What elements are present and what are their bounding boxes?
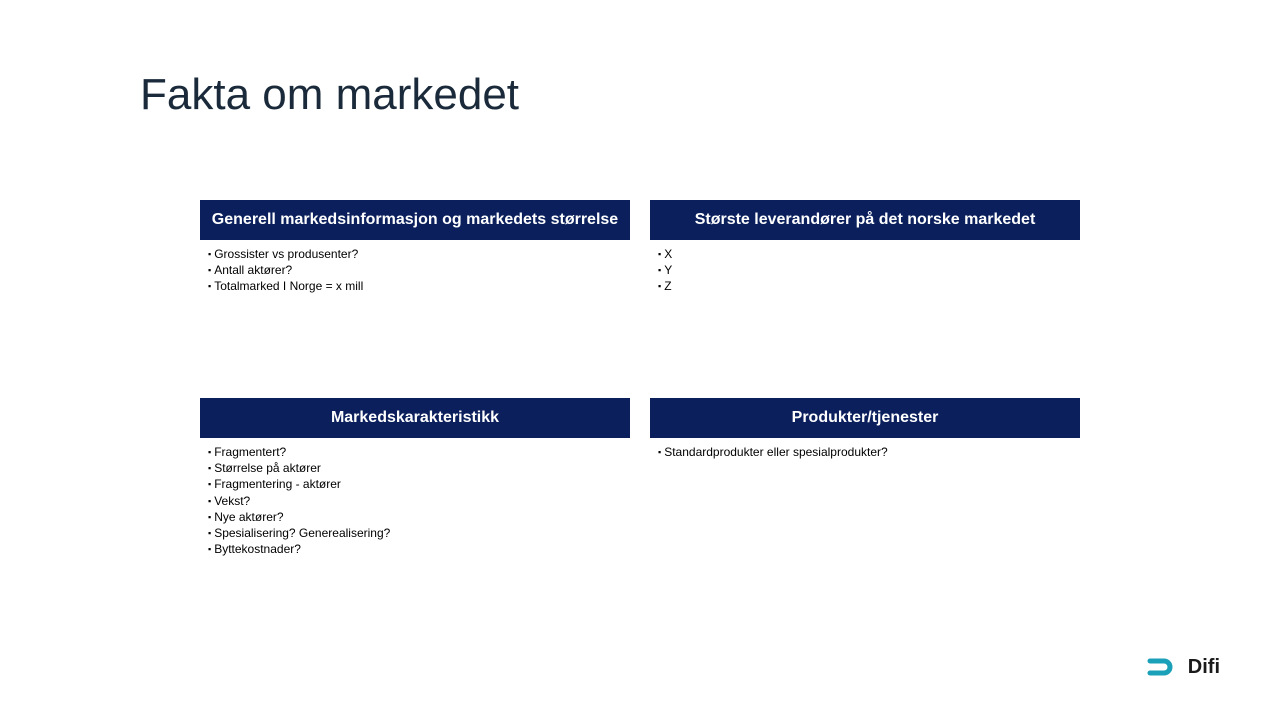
panel-header: Markedskarakteristikk	[200, 398, 630, 438]
panel-market-characteristics: Markedskarakteristikk Fragmentert? Størr…	[200, 398, 630, 568]
panel-body: Grossister vs produsenter? Antall aktøre…	[200, 240, 630, 370]
list-item: Antall aktører?	[208, 262, 622, 278]
list-item: Grossister vs produsenter?	[208, 246, 622, 262]
difi-logo-icon	[1146, 654, 1180, 680]
panel-body: Standardprodukter eller spesialprodukter…	[650, 438, 1080, 568]
panel-body: Fragmentert? Størrelse på aktører Fragme…	[200, 438, 630, 568]
logo: Difi	[1146, 654, 1220, 680]
list-item: Y	[658, 262, 1072, 278]
list-item: Z	[658, 278, 1072, 294]
panel-largest-suppliers: Største leverandører på det norske marke…	[650, 200, 1080, 370]
list-item: Størrelse på aktører	[208, 460, 622, 476]
list-item: Fragmentert?	[208, 444, 622, 460]
panel-general-info: Generell markedsinformasjon og markedets…	[200, 200, 630, 370]
panel-products-services: Produkter/tjenester Standardprodukter el…	[650, 398, 1080, 568]
slide: Fakta om markedet Generell markedsinform…	[0, 0, 1280, 720]
panel-header: Største leverandører på det norske marke…	[650, 200, 1080, 240]
panel-header: Produkter/tjenester	[650, 398, 1080, 438]
slide-title: Fakta om markedet	[140, 70, 519, 120]
list-item: Totalmarked I Norge = x mill	[208, 278, 622, 294]
logo-text: Difi	[1188, 656, 1220, 679]
panel-grid: Generell markedsinformasjon og markedets…	[200, 200, 1080, 568]
list-item: Byttekostnader?	[208, 541, 622, 557]
panel-body: X Y Z	[650, 240, 1080, 370]
list-item: X	[658, 246, 1072, 262]
panel-header: Generell markedsinformasjon og markedets…	[200, 200, 630, 240]
list-item: Nye aktører?	[208, 509, 622, 525]
list-item: Vekst?	[208, 493, 622, 509]
list-item: Spesialisering? Generealisering?	[208, 525, 622, 541]
list-item: Fragmentering - aktører	[208, 476, 622, 492]
list-item: Standardprodukter eller spesialprodukter…	[658, 444, 1072, 460]
